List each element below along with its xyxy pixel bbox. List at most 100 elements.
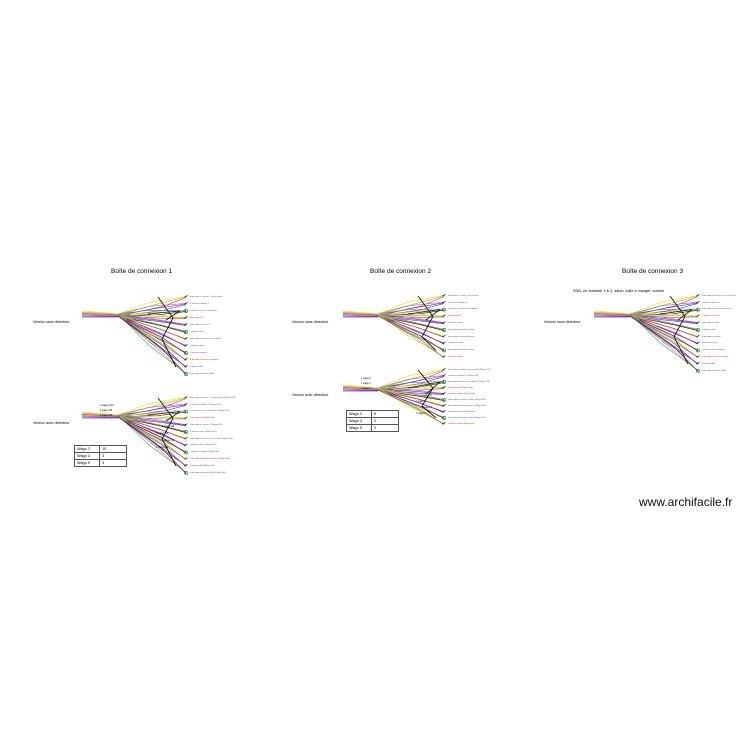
switch-symbol <box>442 355 446 358</box>
switch-symbol <box>442 314 446 317</box>
circuit-label: Lumière entrée <box>448 356 463 358</box>
switch-symbol <box>442 386 446 389</box>
box2-label-without-detector: Version sans détecteur <box>292 320 329 324</box>
junction-outline <box>157 397 177 467</box>
switch-symbol <box>442 294 446 297</box>
circuit-wire <box>117 315 187 333</box>
switch-symbol <box>696 294 700 297</box>
switch-symbol <box>184 302 188 305</box>
switch-symbol <box>696 362 700 365</box>
feed-wire <box>342 310 379 315</box>
switch-symbol <box>184 337 188 340</box>
circuit-label: Lumière SdB <box>702 362 715 365</box>
circuit-wire <box>117 315 187 368</box>
table-cell: Wago 3 <box>74 452 100 460</box>
feed-wire <box>342 389 379 391</box>
circuit-label: Lumière entrée <box>190 344 205 347</box>
circuit-label: Interrupteur cuisine 1 (va-et-vient) <box>190 295 223 298</box>
wago-tag: 1 wago 5 <box>422 394 432 397</box>
lamp-cross <box>442 416 446 420</box>
wago-tag: 1 wago 3x5 <box>100 414 113 417</box>
circuit-label: Lumière cuisine / chambre 2 <box>190 309 218 312</box>
circuit-wire <box>377 296 445 317</box>
circuit-wire <box>629 313 699 317</box>
switch-symbol <box>442 368 446 371</box>
feed-wire <box>342 314 379 317</box>
switch-symbol <box>442 422 446 425</box>
circuit-label: Lumière chambre <box>190 351 208 354</box>
circuit-wire <box>117 410 187 416</box>
circuit-wire <box>117 397 187 417</box>
lamp-symbol <box>184 351 188 355</box>
circuit-wire <box>377 387 445 406</box>
feed-wire <box>342 387 379 390</box>
lamp-cross <box>442 380 446 384</box>
circuit-wire <box>377 313 445 330</box>
feed-wire <box>342 384 379 389</box>
circuit-label: Lumière terrasse 1 <box>702 301 721 304</box>
lamp-cross <box>442 308 446 311</box>
watermark[interactable]: www.archifacile.fr <box>639 495 733 509</box>
circuit-label: Interrupteur terrasse 1 (va-et-vient) <box>702 294 736 297</box>
circuit-wire <box>629 296 699 317</box>
switch-symbol <box>696 334 700 338</box>
table-cell: Wago 5 <box>346 424 372 432</box>
circuit-wire <box>117 415 187 426</box>
circuit-wire <box>629 295 699 316</box>
switch-symbol <box>442 392 446 395</box>
feed-wire <box>81 314 119 317</box>
feed-wire <box>342 315 379 317</box>
switch-symbol <box>184 365 188 368</box>
circuit-label: Lumière séjour <box>190 330 205 333</box>
circuit-label: Lumière séjour (Wago 3x5) <box>190 430 217 433</box>
table-row: Wago 2 15 <box>74 445 127 453</box>
junction-outline <box>407 381 442 395</box>
circuit-wire <box>377 388 445 407</box>
switch-symbol <box>442 341 446 344</box>
switch-symbol <box>184 358 188 361</box>
feed-wire <box>81 315 119 317</box>
circuit-label: Interrupteur lumière SdB (Wago 3x5) <box>190 471 226 474</box>
circuit-wire <box>377 315 445 345</box>
lamp-cross <box>184 471 188 475</box>
switch-symbol <box>696 355 700 358</box>
circuit-label: Lumière chambre (Wago 3x5) <box>190 451 219 454</box>
circuit-label: Interrupteur 2 (Wago 2x5) <box>190 417 215 420</box>
circuit-wire <box>629 314 699 324</box>
junction-outline <box>147 411 181 422</box>
circuit-wire <box>117 416 187 461</box>
switch-symbol <box>184 457 188 460</box>
lamp-cross <box>696 369 700 373</box>
junction-outline <box>417 369 437 419</box>
wago-tag: 1 wago 2 <box>361 377 371 380</box>
switch-symbol <box>184 323 188 326</box>
circuit-wire <box>629 313 699 330</box>
switch-symbol <box>442 410 446 413</box>
circuit-wire <box>117 313 187 325</box>
circuit-label: Lumière cuisine / chambre 2 (Wago 3x5) <box>190 410 230 413</box>
circuit-label: Interrupteur lumière chambre 3 (Wago 3x5… <box>448 380 490 383</box>
switch-symbol <box>184 443 188 446</box>
lamp-symbol <box>442 416 446 420</box>
circuit-wire <box>377 387 445 400</box>
circuit-label: Interrupteur couloir (va-et-vient) <box>448 294 479 297</box>
circuit-wire <box>117 404 187 417</box>
lamp-cross <box>696 328 700 332</box>
circuit-wire <box>117 315 187 340</box>
circuit-wire <box>377 375 445 389</box>
circuit-wire <box>117 303 187 315</box>
switch-symbol <box>442 334 446 338</box>
lamp-symbol <box>442 380 446 384</box>
lamp-cross <box>184 372 188 376</box>
circuit-label: Lumière couloir <box>448 322 463 324</box>
circuit-label: Interrupteur salon <box>702 322 720 324</box>
switch-symbol <box>184 423 188 426</box>
wago-tag: 1 wago 2x10 <box>100 404 114 407</box>
circuit-wire <box>117 416 187 427</box>
circuit-label: Interrupteur lumière chambre 3 <box>448 308 479 311</box>
switch-symbol <box>184 344 188 347</box>
box1-label-without-detector: Version sans détecteur <box>33 320 70 324</box>
